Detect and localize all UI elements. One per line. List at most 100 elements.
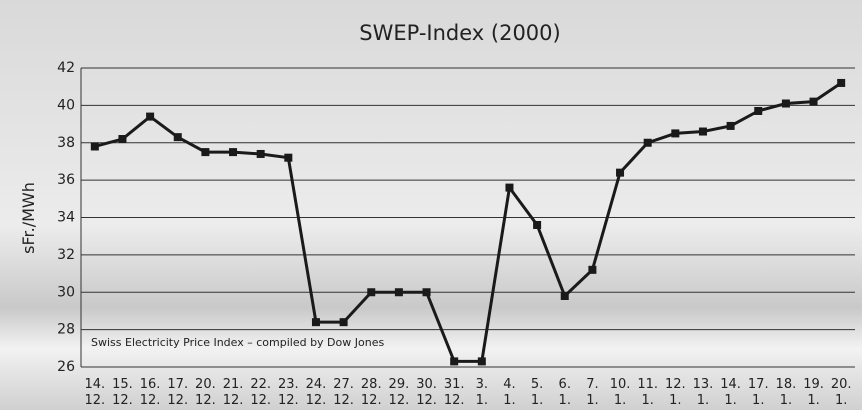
x-tick-label: 6.1. [559, 377, 571, 408]
x-tick-label-line: 12. [416, 393, 437, 408]
x-tick-label-line: 1. [752, 393, 764, 408]
y-tick-label: 40 [57, 97, 75, 113]
x-tick-label-line: 1. [835, 393, 847, 408]
x-tick-label: 20.12. [195, 377, 216, 408]
point [616, 169, 624, 177]
x-tick-label-line: 3. [476, 377, 488, 392]
x-tick-label-line: 1. [614, 393, 626, 408]
chart-title: SWEP-Index (2000) [359, 21, 560, 45]
point [727, 122, 735, 130]
x-tick-label-line: 16. [140, 377, 161, 392]
y-axis-label: sFr./MWh [19, 182, 38, 254]
x-tick-label-line: 1. [669, 393, 681, 408]
x-tick-label: 17.12. [167, 377, 188, 408]
x-tick-label-line: 1. [531, 393, 543, 408]
x-tick-label-line: 22. [250, 377, 271, 392]
point [340, 318, 348, 326]
y-tick-label: 32 [57, 247, 75, 263]
point [533, 221, 541, 229]
x-tick-label-line: 12. [333, 393, 354, 408]
x-tick-label-line: 4. [503, 377, 515, 392]
y-tick-label: 30 [57, 284, 75, 300]
point [229, 148, 237, 156]
x-tick-label-line: 27. [333, 377, 354, 392]
x-tick-label-line: 5. [531, 377, 543, 392]
x-tick-label: 3.1. [476, 377, 488, 408]
x-tick-label-line: 11. [637, 377, 658, 392]
x-tick-label-line: 31. [444, 377, 465, 392]
point [450, 357, 458, 365]
x-tick-label: 30.12. [416, 377, 437, 408]
x-tick-label-line: 12. [278, 393, 299, 408]
x-tick-label-line: 7. [586, 377, 598, 392]
point [699, 128, 707, 136]
x-tick-label-line: 21. [223, 377, 244, 392]
point [146, 113, 154, 121]
x-tick-label-line: 12. [223, 393, 244, 408]
x-tick-label-line: 13. [693, 377, 714, 392]
x-tick-label: 29.12. [389, 377, 410, 408]
y-tick-label: 36 [57, 172, 75, 188]
x-tick-label-line: 28. [361, 377, 382, 392]
x-tick-label: 31.12. [444, 377, 465, 408]
x-tick-label-line: 12. [665, 377, 686, 392]
x-tick-label-line: 12. [112, 393, 133, 408]
x-tick-label-line: 20. [831, 377, 852, 392]
point [478, 357, 486, 365]
point [423, 288, 431, 296]
x-tick-label-line: 12. [306, 393, 327, 408]
x-tick-label: 16.12. [140, 377, 161, 408]
x-tick-label-line: 12. [195, 393, 216, 408]
point [118, 135, 126, 143]
point [312, 318, 320, 326]
point [782, 100, 790, 108]
x-tick-label-line: 12. [167, 393, 188, 408]
point [367, 288, 375, 296]
x-tick-label: 22.12. [250, 377, 271, 408]
point [810, 98, 818, 106]
x-tick-label-line: 14. [84, 377, 105, 392]
y-tick-label: 42 [57, 60, 75, 76]
x-tick-label: 23.12. [278, 377, 299, 408]
x-tick-label-line: 1. [641, 393, 653, 408]
point [257, 150, 265, 158]
x-tick-label-line: 1. [724, 393, 736, 408]
x-tick-label-line: 14. [720, 377, 741, 392]
x-tick-label-line: 1. [807, 393, 819, 408]
x-tick-label-line: 12. [140, 393, 161, 408]
x-tick-label-line: 12. [84, 393, 105, 408]
point [754, 107, 762, 115]
x-tick-label: 21.12. [223, 377, 244, 408]
x-tick-label-line: 1. [697, 393, 709, 408]
point [395, 288, 403, 296]
x-tick-label-line: 1. [780, 393, 792, 408]
point [561, 292, 569, 300]
point [174, 133, 182, 141]
x-tick-label: 27.12. [333, 377, 354, 408]
x-tick-label: 7.1. [586, 377, 598, 408]
x-tick-label-line: 18. [776, 377, 797, 392]
x-tick-label-line: 29. [389, 377, 410, 392]
x-tick-label: 15.12. [112, 377, 133, 408]
x-tick-label-line: 1. [476, 393, 488, 408]
x-tick-label: 4.1. [503, 377, 515, 408]
x-tick-label-line: 10. [610, 377, 631, 392]
y-tick-label: 34 [57, 210, 75, 226]
x-tick-label-line: 12. [361, 393, 382, 408]
point [671, 129, 679, 137]
point [201, 148, 209, 156]
x-tick-label-line: 1. [586, 393, 598, 408]
point [588, 266, 596, 274]
x-tick-label-line: 15. [112, 377, 133, 392]
x-tick-label-line: 6. [559, 377, 571, 392]
x-tick-label-line: 30. [416, 377, 437, 392]
x-tick-label-line: 17. [748, 377, 769, 392]
x-tick-label-line: 23. [278, 377, 299, 392]
x-tick-label: 24.12. [306, 377, 327, 408]
x-tick-label-line: 1. [559, 393, 571, 408]
x-tick-label-line: 19. [803, 377, 824, 392]
point [644, 139, 652, 147]
y-tick-label: 38 [57, 135, 75, 151]
point [284, 154, 292, 162]
point [91, 142, 99, 150]
